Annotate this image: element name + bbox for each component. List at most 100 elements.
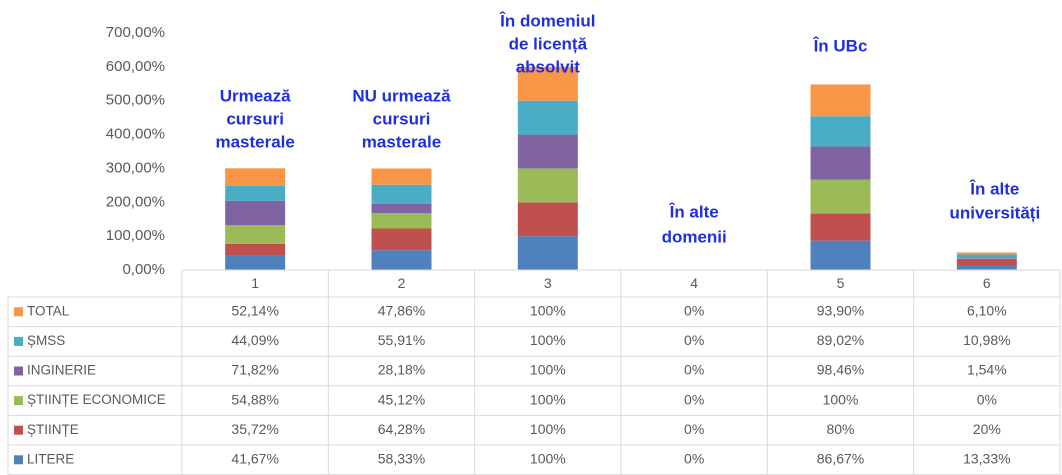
bar-segment <box>225 200 286 226</box>
x-tick-label: 6 <box>983 275 991 291</box>
legend-label: ȘTIINȚE ECONOMICE <box>27 392 166 407</box>
bar-segment <box>810 213 871 241</box>
table-cell: 64,28% <box>378 421 425 437</box>
legend-label: TOTAL <box>27 303 70 318</box>
table-cell: 1,54% <box>967 362 1007 378</box>
table-cell: 10,98% <box>963 332 1010 348</box>
table-cell: 0% <box>977 391 997 407</box>
annotation: masterale <box>362 132 441 151</box>
table-cell: 0% <box>684 451 704 467</box>
annotation: universități <box>949 203 1040 222</box>
bar-segment <box>225 225 286 244</box>
x-tick-label: 1 <box>251 275 259 291</box>
table-cell: 93,90% <box>817 303 864 319</box>
annotation: cursuri <box>226 109 284 128</box>
bar-segment <box>371 250 432 270</box>
table-cell: 0% <box>684 362 704 378</box>
table-cell: 71,82% <box>231 362 278 378</box>
y-tick-label: 700,00% <box>106 24 165 41</box>
bar-segment <box>371 203 432 214</box>
bar-segment <box>517 168 578 203</box>
bar-segment <box>371 228 432 251</box>
bar-segment <box>517 236 578 270</box>
table-cell: 100% <box>530 391 566 407</box>
x-tick-label: 2 <box>398 275 406 291</box>
bar-segment <box>225 185 286 201</box>
annotation: de licență <box>509 34 588 53</box>
table-cell: 45,12% <box>378 391 425 407</box>
y-tick-label: 200,00% <box>106 193 165 210</box>
annotation: domenii <box>662 227 727 246</box>
bar-segment <box>956 258 1017 266</box>
y-tick-label: 400,00% <box>106 126 165 143</box>
bar-segment <box>810 84 871 117</box>
legend-swatch <box>14 336 23 346</box>
x-tick-label: 4 <box>690 275 698 291</box>
y-tick-label: 500,00% <box>106 92 165 109</box>
table-cell: 98,46% <box>817 362 864 378</box>
annotation: În alte <box>669 202 719 221</box>
table-cell: 100% <box>530 362 566 378</box>
bar-segment <box>517 202 578 237</box>
table-cell: 58,33% <box>378 451 425 467</box>
bar-segment <box>517 134 578 169</box>
legend-label: INGINERIE <box>27 363 96 378</box>
table-cell: 41,67% <box>231 451 278 467</box>
legend-label: ȘTIINȚE <box>27 422 79 437</box>
legend-swatch <box>14 366 23 376</box>
table-cell: 80% <box>826 421 854 437</box>
table-cell: 89,02% <box>817 332 864 348</box>
y-tick-label: 300,00% <box>106 159 165 176</box>
bar-segment <box>371 184 432 204</box>
table-cell: 0% <box>684 303 704 319</box>
table-cell: 100% <box>530 451 566 467</box>
bar-segment <box>371 168 432 185</box>
bar-segment <box>225 255 286 270</box>
bar-segment <box>517 100 578 135</box>
x-tick-label: 3 <box>544 275 552 291</box>
y-tick-label: 100,00% <box>106 227 165 244</box>
legend-swatch <box>14 425 23 435</box>
bar-segment <box>225 243 286 256</box>
bar-segment <box>956 252 1017 255</box>
table-cell: 100% <box>530 303 566 319</box>
bar-segment <box>517 66 578 101</box>
legend-swatch <box>14 455 23 465</box>
table-cell: 0% <box>684 421 704 437</box>
legend-swatch <box>14 396 23 406</box>
annotation: NU urmează <box>352 86 451 105</box>
y-tick-label: 0,00% <box>122 261 165 278</box>
annotation: În domeniul <box>499 11 595 30</box>
bar-segment <box>810 146 871 180</box>
table-cell: 100% <box>530 421 566 437</box>
annotation: În UBc <box>813 36 868 55</box>
table-cell: 52,14% <box>231 303 278 319</box>
annotation: masterale <box>215 132 294 151</box>
table-cell: 20% <box>973 421 1001 437</box>
table-cell: 6,10% <box>967 303 1007 319</box>
annotation: cursuri <box>373 109 431 128</box>
annotation: absolvit <box>516 57 581 76</box>
table-cell: 86,67% <box>817 451 864 467</box>
annotation: Urmează <box>220 86 291 105</box>
table-cell: 100% <box>823 391 859 407</box>
legend-swatch <box>14 307 23 317</box>
bar-segment <box>371 213 432 229</box>
table-cell: 0% <box>684 332 704 348</box>
table-cell: 0% <box>684 391 704 407</box>
table-cell: 47,86% <box>378 303 425 319</box>
bar-segment <box>810 179 871 214</box>
bar-segment <box>956 265 1017 270</box>
legend-label: LITERE <box>27 451 74 466</box>
table-cell: 44,09% <box>231 332 278 348</box>
table-cell: 13,33% <box>963 451 1010 467</box>
table-cell: 55,91% <box>378 332 425 348</box>
table-cell: 35,72% <box>231 421 278 437</box>
legend-label: ȘMSS <box>27 333 65 348</box>
y-tick-label: 600,00% <box>106 58 165 75</box>
table-cell: 100% <box>530 332 566 348</box>
bar-segment <box>810 240 871 270</box>
bar-segment <box>956 254 1017 259</box>
annotation: În alte <box>969 179 1019 198</box>
